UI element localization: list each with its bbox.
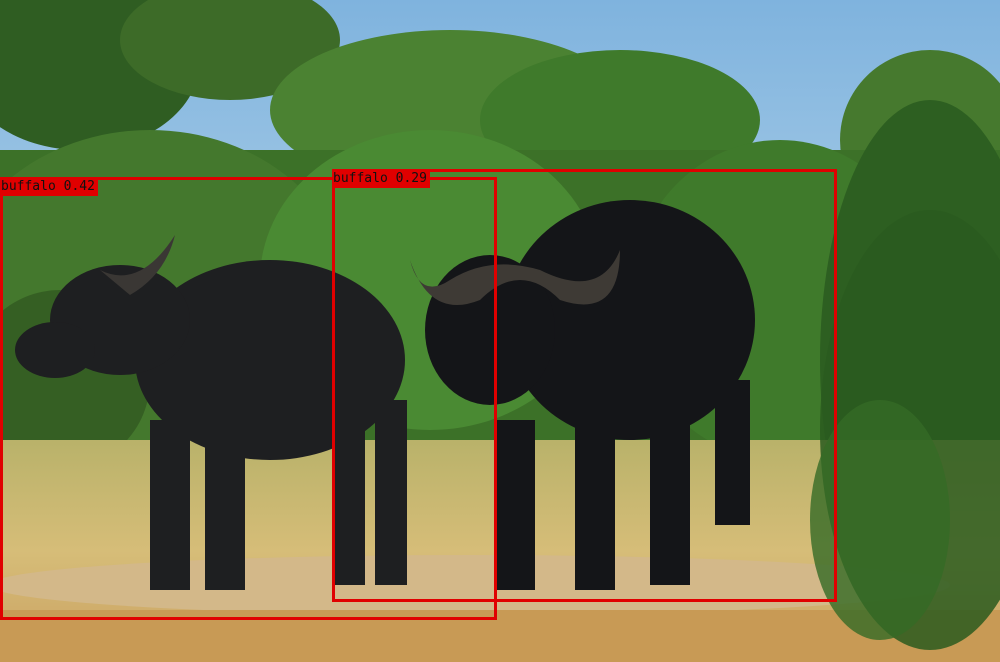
detection-label-1: buffalo 0.42 <box>0 177 98 196</box>
foreground-bush <box>810 210 1000 650</box>
detection-label-2: buffalo 0.29 <box>332 169 430 188</box>
detection-box-1: buffalo 0.42 <box>0 177 497 620</box>
buffalo-right <box>410 200 755 590</box>
buffalo-left <box>15 235 407 590</box>
detection-box-2: buffalo 0.29 <box>332 169 837 602</box>
